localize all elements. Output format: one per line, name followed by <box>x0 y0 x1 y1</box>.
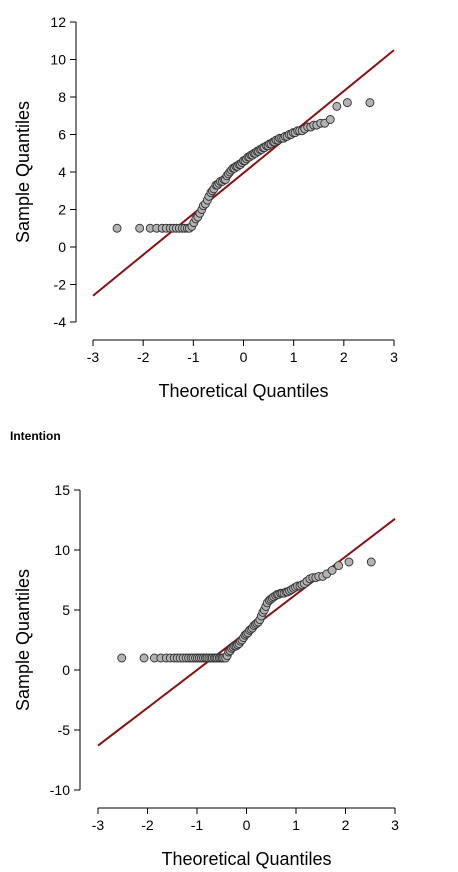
data-point <box>135 223 145 233</box>
x-axis-label: Theoretical Quantiles <box>161 849 331 869</box>
data-point <box>342 98 352 108</box>
reference-line <box>92 49 395 297</box>
x-tick-label: 1 <box>290 349 298 365</box>
x-tick-label: 2 <box>342 817 350 833</box>
y-tick-label: 15 <box>54 482 70 498</box>
x-tick-label: 2 <box>340 349 348 365</box>
y-tick-label: -5 <box>58 722 71 738</box>
y-tick-label: 5 <box>62 602 70 618</box>
data-point <box>344 557 354 567</box>
data-point <box>365 98 375 108</box>
y-tick-label: 4 <box>58 164 66 180</box>
y-tick-label: 10 <box>54 542 70 558</box>
data-point <box>117 653 127 663</box>
x-tick-label: -1 <box>191 817 204 833</box>
y-ticks: -10 -5 0 5 10 15 <box>50 482 80 798</box>
x-axis-label: Theoretical Quantiles <box>158 381 328 401</box>
section-caption: Intention <box>10 429 61 443</box>
y-tick-label: 10 <box>50 52 66 68</box>
y-ticks: -4 -2 0 2 4 6 8 10 12 <box>50 14 76 330</box>
data-point <box>325 115 335 124</box>
points <box>117 557 376 663</box>
x-tick-label: 1 <box>292 817 300 833</box>
data-point <box>366 557 376 567</box>
y-tick-label: -4 <box>54 314 67 330</box>
data-point <box>139 653 149 663</box>
x-ticks: -3 -2 -1 0 1 2 3 <box>87 340 398 365</box>
y-tick-label: 12 <box>50 14 66 30</box>
x-tick-label: 0 <box>240 349 248 365</box>
y-tick-label: -10 <box>50 782 70 798</box>
x-tick-label: -3 <box>87 349 100 365</box>
x-ticks: -3 -2 -1 0 1 2 3 <box>92 808 399 833</box>
x-tick-label: 3 <box>391 817 399 833</box>
data-point <box>332 101 342 111</box>
y-tick-label: 0 <box>62 662 70 678</box>
x-tick-label: 3 <box>390 349 398 365</box>
x-tick-label: 0 <box>243 817 251 833</box>
y-tick-label: 2 <box>58 202 66 218</box>
data-point <box>112 223 122 233</box>
y-axis-label: Sample Quantiles <box>13 569 33 711</box>
y-tick-label: -2 <box>54 277 67 293</box>
data-point <box>327 565 337 575</box>
points <box>112 98 375 233</box>
y-tick-label: 8 <box>58 89 66 105</box>
data-point <box>334 561 344 571</box>
y-tick-label: 0 <box>58 239 66 255</box>
y-axis-label: Sample Quantiles <box>13 101 33 243</box>
y-tick-label: 6 <box>58 127 66 143</box>
x-tick-label: -1 <box>187 349 200 365</box>
x-tick-label: -3 <box>92 817 105 833</box>
x-tick-label: -2 <box>141 817 154 833</box>
x-tick-label: -2 <box>137 349 150 365</box>
